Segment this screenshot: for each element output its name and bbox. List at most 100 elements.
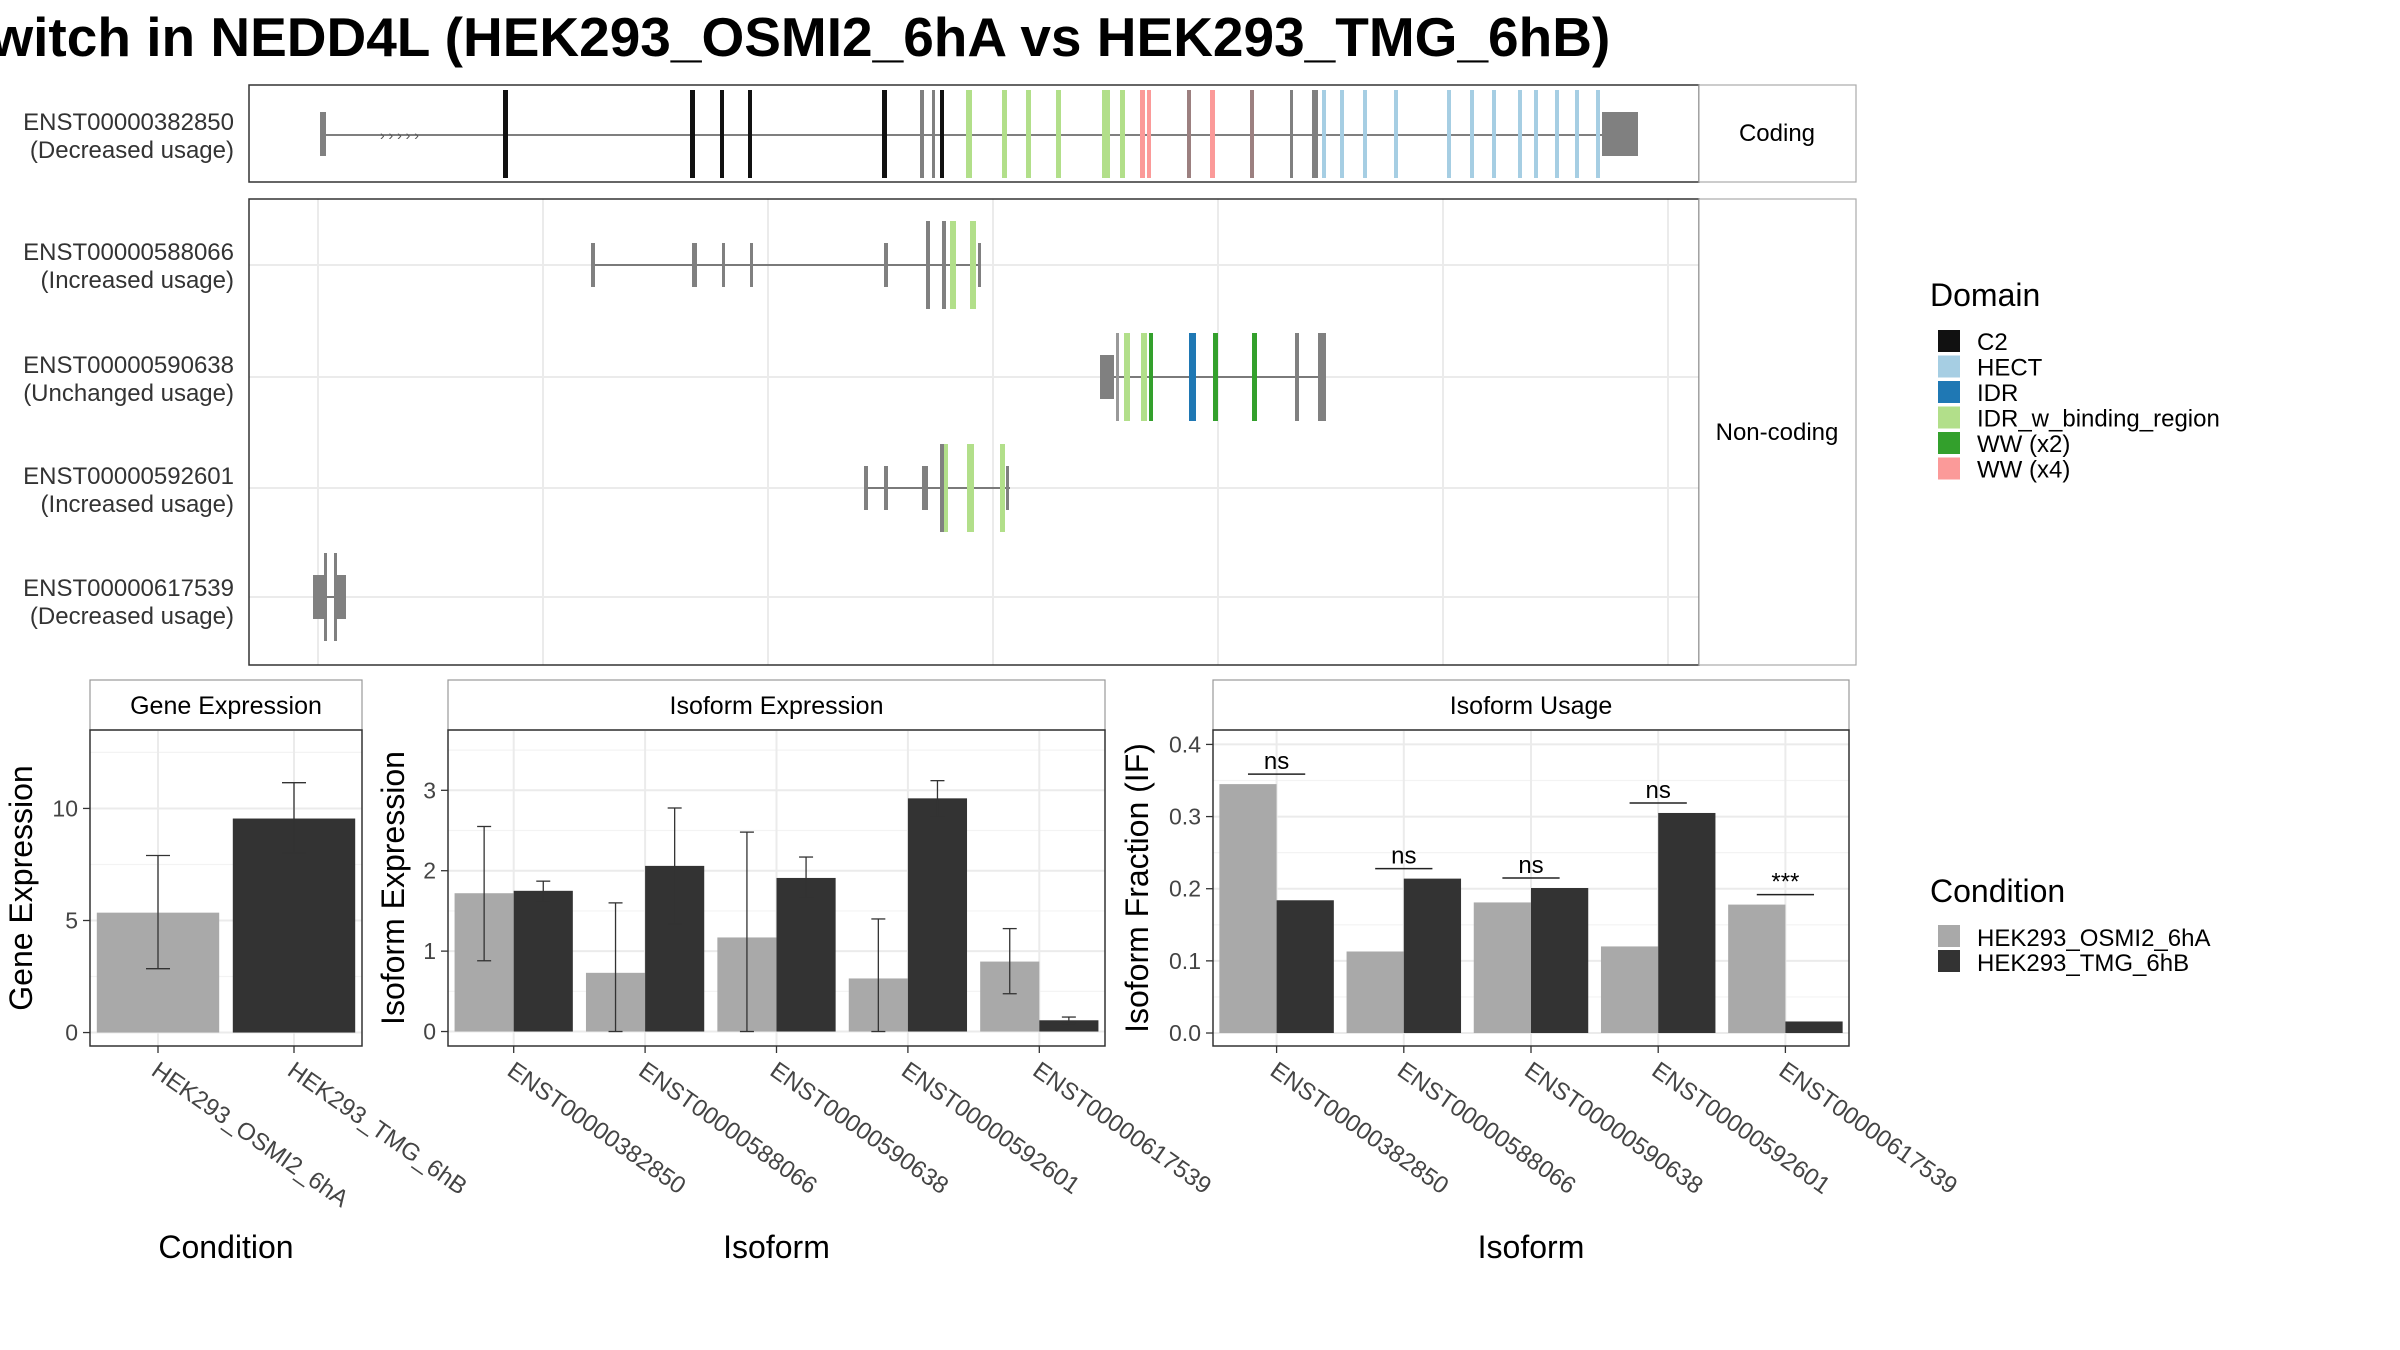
isoform-expression-panel: Isoform Expression0123ENST00000382850ENS… <box>375 679 1216 1265</box>
non-coding-strip-label: Non-coding <box>1716 419 1839 446</box>
idr-binding-exon <box>1124 333 1130 421</box>
panel-strip <box>447 679 1106 731</box>
bar <box>1531 888 1589 1034</box>
exon <box>722 243 725 287</box>
hect-exon <box>1518 90 1522 178</box>
y-tick-label: 10 <box>52 795 78 821</box>
legend-swatch-cond2 <box>1938 950 1960 972</box>
idr-binding-exon <box>967 444 974 532</box>
isoform-track-382850: › › › › › <box>320 90 1638 178</box>
hect-exon <box>1470 90 1474 178</box>
idr-binding-exon <box>1141 333 1147 421</box>
y-tick-label: 0 <box>423 1019 436 1045</box>
domain-legend-label: HECT <box>1977 355 2043 382</box>
y-tick-label: 2 <box>423 858 436 884</box>
intron-arrows: › › › › › <box>380 127 419 143</box>
exon <box>920 90 924 178</box>
coding-strip <box>1698 84 1857 183</box>
isoform-track-617539 <box>313 553 346 641</box>
usage-label-617539: (Decreased usage) <box>30 603 234 630</box>
idr-binding-exon <box>1002 90 1007 178</box>
y-tick-label: 5 <box>65 907 78 933</box>
exon <box>1116 333 1119 421</box>
ww2-exon <box>1213 333 1218 421</box>
idr-exon <box>1189 333 1196 421</box>
exon <box>1290 90 1293 178</box>
exon <box>1006 466 1009 510</box>
isoform-track-590638 <box>1100 333 1326 421</box>
panel-strip <box>89 679 363 731</box>
legend-label-cond1: HEK293_OSMI2_6hA <box>1977 925 2210 952</box>
domain-legend-swatch <box>1938 432 1960 454</box>
bar <box>776 877 836 1032</box>
significance-label: *** <box>1771 869 1799 896</box>
y-axis-title: Gene Expression <box>3 765 39 1010</box>
usage-label-382850: (Decreased usage) <box>30 137 234 164</box>
isoform-track-592601 <box>864 444 1010 532</box>
domain-legend-swatch <box>1938 355 1960 378</box>
c2-exon <box>690 90 695 178</box>
significance-label: ns <box>1646 777 1671 804</box>
panel-title: Gene Expression <box>130 692 322 720</box>
domain-legend-label: IDR_w_binding_region <box>1977 406 2220 433</box>
hect-exon <box>1322 90 1326 178</box>
usage-label-592601: (Increased usage) <box>41 491 234 518</box>
exon <box>591 243 595 287</box>
ww2-exon <box>1149 333 1153 421</box>
domain-legend-swatch <box>1938 406 1960 429</box>
idr-binding-exon <box>1026 90 1031 178</box>
exon <box>940 444 944 532</box>
exon <box>864 466 868 510</box>
isoform-label-588066: ENST00000588066 <box>23 239 234 266</box>
non-coding-strip <box>1698 198 1857 666</box>
hect-exon <box>1492 90 1496 178</box>
idr-binding-exon <box>970 221 976 309</box>
condition-legend: Condition HEK293_OSMI2_6hA HEK293_TMG_6h… <box>1930 873 2210 977</box>
y-axis-title: Isoform Expression <box>375 751 411 1025</box>
hect-exon <box>1596 90 1600 178</box>
idr-binding-exon <box>1102 90 1110 178</box>
ww4-exon <box>1140 90 1145 178</box>
hect-exon <box>1534 90 1538 178</box>
panel-title: Isoform Expression <box>670 692 884 720</box>
y-tick-label: 3 <box>423 777 436 803</box>
exon <box>884 243 888 287</box>
bar <box>907 798 968 1032</box>
hect-exon <box>1394 90 1398 178</box>
exon <box>1187 90 1191 178</box>
y-tick-label: 0.1 <box>1169 948 1201 974</box>
panel-title: Isoform Usage <box>1450 692 1613 720</box>
bar <box>1346 951 1404 1034</box>
significance-label: ns <box>1264 748 1289 775</box>
hect-exon <box>1447 90 1451 178</box>
domain-legend-swatch <box>1938 381 1960 403</box>
bar <box>1728 904 1786 1034</box>
exon <box>1318 333 1326 421</box>
isoform-label-592601: ENST00000592601 <box>23 463 234 490</box>
domain-legend-label: C2 <box>1977 329 2008 356</box>
bar <box>1600 946 1659 1034</box>
y-tick-label: 1 <box>423 938 436 964</box>
ww4-exon <box>1147 90 1151 178</box>
x-axis-title: Isoform <box>723 1229 830 1265</box>
figure-title: The isoform switch in NEDD4L (HEK293_OSM… <box>0 6 1610 68</box>
bar <box>232 818 356 1033</box>
usage-label-590638: (Unchanged usage) <box>23 380 234 407</box>
panel-strip <box>1212 679 1850 731</box>
idr-binding-exon <box>1000 444 1005 532</box>
bar <box>1219 784 1277 1034</box>
coding-panel-border <box>248 84 1700 183</box>
exon <box>884 466 888 510</box>
exon <box>922 466 928 510</box>
utr-exon <box>336 575 346 619</box>
hect-exon <box>1575 90 1579 178</box>
isoform-label-382850: ENST00000382850 <box>23 109 234 136</box>
c2-exon <box>720 90 724 178</box>
bar <box>1658 812 1716 1034</box>
exon <box>926 221 930 309</box>
usage-label-588066: (Increased usage) <box>41 267 234 294</box>
idr-binding-exon <box>966 90 972 178</box>
domain-legend-swatch <box>1938 457 1960 480</box>
utr-exon <box>1602 112 1638 156</box>
